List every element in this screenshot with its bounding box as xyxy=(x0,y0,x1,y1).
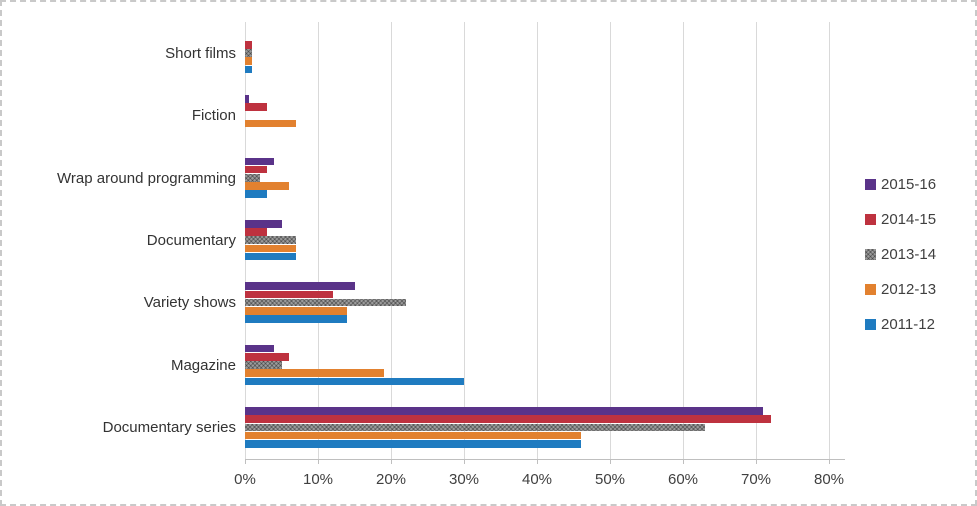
bar-2015-16 xyxy=(245,220,282,228)
legend-swatch xyxy=(865,214,876,225)
gridline xyxy=(756,22,757,459)
bar-2011-12 xyxy=(245,190,267,198)
legend-label: 2012-13 xyxy=(881,281,937,298)
legend-label: 2015-16 xyxy=(881,176,937,193)
bar-2012-13 xyxy=(245,369,384,378)
legend-label: 2011-12 xyxy=(881,316,935,333)
gridline xyxy=(829,22,830,459)
bar-2015-16 xyxy=(245,407,764,415)
bar-2014-15 xyxy=(245,40,253,49)
legend-item: 2015-16 xyxy=(865,167,936,202)
axis-tick xyxy=(756,460,757,464)
category-label: Variety shows xyxy=(143,294,236,312)
bar-2014-15 xyxy=(245,228,267,236)
bar-2015-16 xyxy=(245,344,275,353)
bar-2014-15 xyxy=(245,353,289,361)
bar-2013-14 xyxy=(245,298,406,307)
gridline xyxy=(537,22,538,459)
x-tick-label: 70% xyxy=(740,471,772,488)
bar-2013-14 xyxy=(245,361,282,369)
bar-2013-14 xyxy=(245,49,253,57)
bar-2014-15 xyxy=(245,103,267,111)
gridline xyxy=(610,22,611,459)
bar-2015-16 xyxy=(245,157,275,166)
legend-swatch xyxy=(865,319,876,330)
axis-tick xyxy=(464,460,465,464)
bar-2012-13 xyxy=(245,431,581,440)
x-tick-label: 0% xyxy=(234,471,256,488)
bar-2012-13 xyxy=(245,307,348,315)
bar-2011-12 xyxy=(245,377,464,386)
legend-item: 2013-14 xyxy=(865,237,936,272)
x-tick-label: 30% xyxy=(448,471,480,488)
axis-tick xyxy=(683,460,684,464)
bar-2013-14 xyxy=(245,173,260,182)
bar-2014-15 xyxy=(245,165,267,174)
gridline xyxy=(391,22,392,459)
bar-2012-13 xyxy=(245,57,253,65)
bar-2011-12 xyxy=(245,440,581,448)
axis-tick xyxy=(245,460,246,464)
bar-2014-15 xyxy=(245,290,333,299)
legend-label: 2013-14 xyxy=(881,246,937,263)
x-tick-label: 20% xyxy=(375,471,407,488)
bar-2012-13 xyxy=(245,119,297,128)
category-label: Short films xyxy=(165,44,236,62)
category-label: Documentary series xyxy=(102,419,236,437)
gridline xyxy=(683,22,684,459)
legend-swatch xyxy=(865,284,876,295)
legend-label: 2014-15 xyxy=(881,211,937,228)
axis-tick xyxy=(318,460,319,464)
bar-2011-12 xyxy=(245,252,297,261)
bar-2013-14 xyxy=(245,236,297,244)
bar-2011-12 xyxy=(245,315,348,323)
legend-item: 2011-12 xyxy=(865,307,936,342)
x-tick-label: 50% xyxy=(594,471,626,488)
category-label: Magazine xyxy=(170,356,236,374)
gridline xyxy=(464,22,465,459)
legend-swatch xyxy=(865,179,876,190)
plot-area xyxy=(245,22,845,460)
x-tick-label: 80% xyxy=(813,471,845,488)
bar-2015-16 xyxy=(245,95,249,103)
legend-swatch xyxy=(865,249,876,260)
value-axis: 0% 10% 20% 30% 40% 50% 60% 70% 80% xyxy=(234,460,845,502)
axis-tick xyxy=(829,460,830,464)
bar-2012-13 xyxy=(245,182,289,190)
legend-item: 2014-15 xyxy=(865,202,936,237)
bar-2011-12 xyxy=(245,65,253,74)
bar-2014-15 xyxy=(245,415,771,424)
x-tick-label: 10% xyxy=(302,471,334,488)
bar-2012-13 xyxy=(245,244,297,253)
x-tick-label: 60% xyxy=(667,471,699,488)
gridline xyxy=(318,22,319,459)
axis-tick xyxy=(391,460,392,464)
axis-tick xyxy=(537,460,538,464)
category-axis: Short films Fiction Wrap around programmin… xyxy=(2,22,236,459)
category-label: Documentary xyxy=(146,231,236,249)
bar-2013-14 xyxy=(245,423,705,432)
x-tick-label: 40% xyxy=(521,471,553,488)
legend-item: 2012-13 xyxy=(865,272,936,307)
category-label: Wrap around programming xyxy=(57,169,236,187)
bar-2015-16 xyxy=(245,282,355,291)
category-label: Fiction xyxy=(191,107,236,125)
axis-tick xyxy=(610,460,611,464)
legend: 2015-16 2014-15 2013-14 2012-13 2011-12 xyxy=(865,167,936,342)
